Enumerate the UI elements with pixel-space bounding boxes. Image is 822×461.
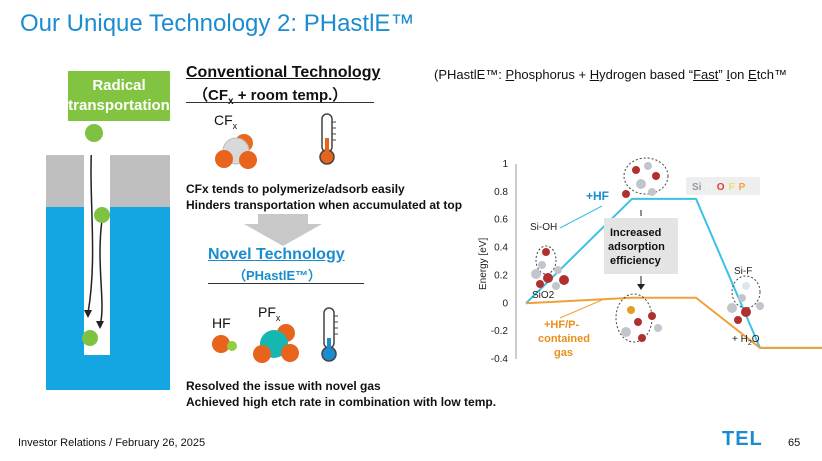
acronym-definition: (PHastlE™: Phosphorus + Hydrogen based “… [434,67,787,82]
y-tick-label: 0 [502,298,508,309]
conventional-title: Conventional Technology [186,64,381,81]
h2o-sub: 2 [748,340,752,347]
legend-item: F [728,182,734,193]
novel-note-2: Achieved high etch rate in combination w… [186,395,497,409]
label-sioh: Si-OH [530,222,557,233]
radical-path-2 [99,219,103,326]
energy-paths [525,197,822,349]
acronym-e: E [748,67,757,82]
element-legend: Si H O F P [686,177,760,195]
hf-molecule [212,335,237,353]
pfx-sub: x [275,312,281,323]
acronym-open: (PHastlE™: [434,67,506,82]
radical-transportation-badge: Radical transportation [68,71,170,121]
novel-title: Novel Technology [208,246,345,263]
radical-particle [94,207,110,223]
badge-line-2: transportation [68,97,170,114]
underline [208,283,364,284]
thermometer-icon [319,113,336,165]
arrow-head [637,284,645,290]
down-arrow-icon [244,214,322,246]
trench-illustration [46,155,170,390]
tel-logo: TEL [722,428,763,450]
efficiency-box [604,218,678,274]
h2o-suffix: O [752,334,760,345]
conventional-note-1: CFx tends to polymerize/adsorb easily [186,182,405,196]
y-tick-label: -0.4 [491,354,509,365]
acronym-i: I [726,67,730,82]
y-tick-label: 0.6 [494,215,508,226]
hfp-energy-path [525,296,822,349]
sif-cluster [727,275,764,324]
pfx-text: PF [258,304,276,320]
label-sif: Si-F [734,266,752,277]
hf-label: HF [212,315,231,331]
novel-note-1: Resolved the issue with novel gas [186,379,381,393]
acronym-h: H [589,67,600,82]
y-tick-label: 1 [502,159,508,170]
hf-arrow [559,205,603,229]
badge-line-1: Radical [92,77,146,94]
arrow-head [84,310,92,318]
cfx-molecule [215,134,257,169]
label-hfp-1: +HF/P- [544,319,579,331]
subtitle-prefix: （CF [193,87,228,104]
box-line-2: adsorption [608,241,665,253]
mask-left [46,155,84,207]
label-h2o: + H2O [732,334,760,347]
substrate-bottom [46,355,170,390]
legend-item: O [717,182,725,193]
box-line-3: efficiency [610,255,662,267]
thermometer-icon [321,307,338,362]
acronym-p-rest: hosphorus + [514,67,590,82]
underline [186,102,374,103]
hf-energy-path [525,197,822,349]
radical-path-1 [87,155,94,314]
label-hf: +HF [586,189,609,203]
y-ticks: 1 0.8 0.6 0.4 0.2 0 -0.2 -0.4 [491,159,509,365]
footer-text: Investor Relations / February 26, 2025 [18,437,206,449]
radical-particle-top [85,124,103,142]
page-number: 65 [788,437,801,449]
acronym-e-rest: tch™ [756,67,788,82]
mask-right [110,155,170,207]
transition-cluster-top [622,157,669,198]
conventional-note-2: Hinders transportation when accumulated … [186,198,463,212]
label-hfp-3: gas [554,347,573,359]
acronym-fast: Fast [693,67,719,82]
label-hfp-2: contained [538,333,590,345]
page-title: Our Unique Technology 2: PHastlE™ [20,10,415,37]
subtitle-suffix: + room temp.） [233,87,348,104]
energy-diagram: Energy [eV] 10.80.60.40.20-0.2-0.4 Si H O F… [478,157,822,365]
conventional-subtitle: （CFx + room temp.） [193,84,347,107]
y-tick-label: -0.2 [491,326,509,337]
y-axis-label: Energy [eV] [478,238,489,290]
h2o-prefix: + H [732,334,748,345]
sio2-cluster [531,245,569,290]
y-tick-label: 0.4 [494,243,508,254]
novel-subtitle: （PHastlE™） [233,268,322,283]
legend-item: Si [692,182,702,193]
label-sio2: SiO2 [532,290,555,301]
hfp-arrow [559,299,603,319]
arrow-head [96,321,104,329]
acronym-mid: ” [718,67,727,82]
subtitle-sub: x [228,96,234,107]
acronym-i-rest: on [729,67,749,82]
box-line-1: Increased [610,227,661,239]
cfx-label: CFx [214,112,237,131]
acronym-h-rest: ydrogen based “ [599,67,694,82]
cfx-text: CF [214,112,233,128]
legend-item: P [739,182,746,193]
legend-items: Si H O F P [692,182,746,193]
acronym-p: P [505,67,515,82]
y-tick-label: 0.2 [494,270,508,281]
cfx-sub: x [232,120,238,131]
pfx-label: PFx [258,304,280,323]
y-tick-label: 0.8 [494,187,508,198]
radical-particle [82,330,98,346]
legend-item: H [705,182,712,193]
pfx-molecule [253,324,299,363]
transition-cluster-bottom [615,293,662,343]
